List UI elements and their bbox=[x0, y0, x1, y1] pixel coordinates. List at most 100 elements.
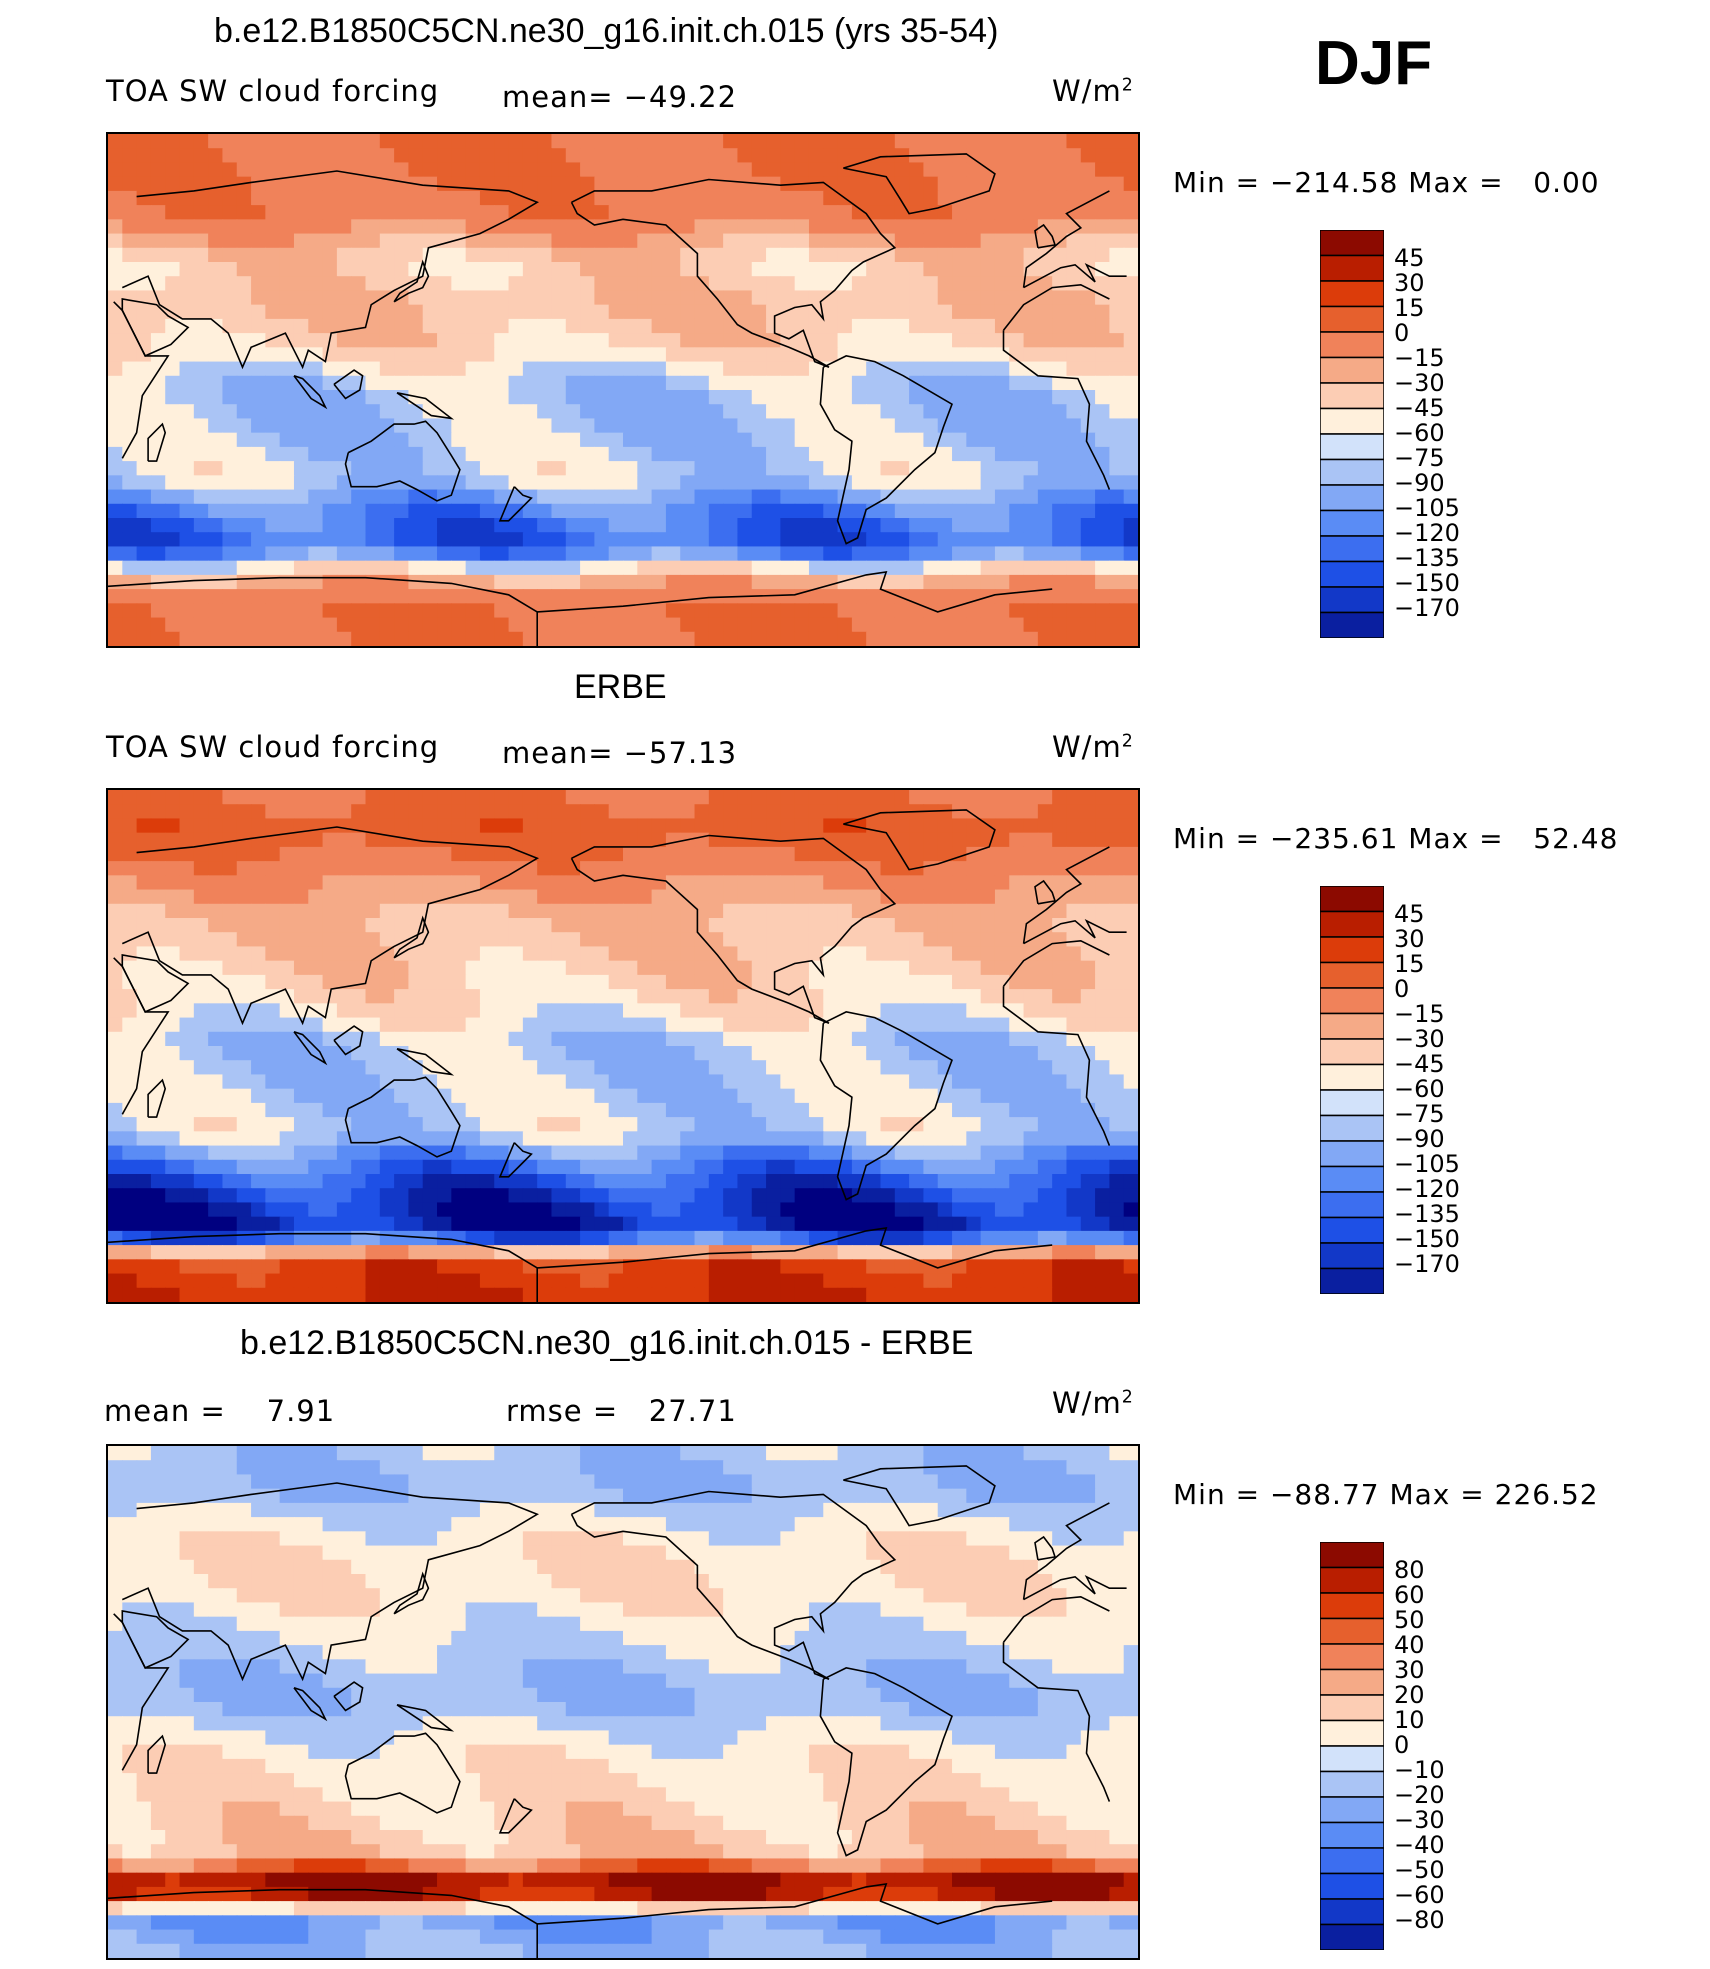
field-cell bbox=[580, 375, 595, 391]
field-cell bbox=[108, 974, 123, 990]
field-cell bbox=[923, 190, 939, 206]
field-cell bbox=[937, 818, 953, 834]
field-cell bbox=[1023, 574, 1039, 590]
field-cell bbox=[751, 162, 767, 178]
field-cell bbox=[808, 804, 824, 820]
field-cell bbox=[408, 219, 424, 235]
field-cell bbox=[780, 446, 796, 462]
field-cell bbox=[937, 1102, 953, 1118]
field-cell bbox=[1023, 162, 1039, 178]
field-cell bbox=[823, 347, 839, 363]
field-cell bbox=[694, 375, 710, 391]
field-cell bbox=[952, 318, 967, 334]
field-cell bbox=[737, 1174, 753, 1189]
field-cell bbox=[165, 832, 181, 848]
field-cell bbox=[451, 589, 467, 604]
field-cell bbox=[823, 1145, 839, 1161]
field-cell bbox=[1109, 176, 1125, 192]
field-cell bbox=[251, 361, 266, 377]
field-cell bbox=[594, 546, 610, 562]
field-cell bbox=[694, 631, 710, 646]
field-cell bbox=[508, 432, 524, 448]
field-cell bbox=[966, 390, 982, 405]
field-cell bbox=[537, 375, 553, 391]
field-cell bbox=[1052, 290, 1068, 306]
field-cell bbox=[293, 290, 309, 306]
field-cell bbox=[923, 1174, 939, 1189]
field-cell bbox=[494, 790, 510, 805]
field-cell bbox=[623, 276, 638, 292]
field-cell bbox=[1037, 1017, 1053, 1033]
field-cell bbox=[437, 432, 452, 448]
field-cell bbox=[651, 176, 667, 192]
field-cell bbox=[794, 1060, 810, 1076]
field-cell bbox=[751, 932, 767, 948]
field-cell bbox=[537, 946, 553, 962]
field-cell bbox=[351, 190, 367, 206]
field-cell bbox=[794, 190, 810, 206]
field-cell bbox=[980, 1003, 996, 1019]
coastline-antarctica bbox=[108, 576, 539, 646]
field-cell bbox=[108, 190, 123, 206]
field-cell bbox=[565, 861, 581, 876]
field-cell bbox=[923, 875, 939, 891]
field-cell bbox=[1052, 1216, 1068, 1232]
field-cell bbox=[394, 1117, 410, 1132]
field-cell bbox=[408, 1245, 424, 1260]
field-cell bbox=[952, 461, 967, 476]
field-cell bbox=[952, 1230, 967, 1246]
field-cell bbox=[680, 219, 696, 235]
field-cell bbox=[279, 889, 295, 905]
field-cell bbox=[794, 134, 810, 149]
field-cell bbox=[522, 1202, 538, 1218]
field-cell bbox=[1009, 832, 1025, 848]
field-cell bbox=[723, 918, 739, 933]
field-cell bbox=[780, 617, 796, 633]
field-cell bbox=[680, 290, 696, 306]
field-cell bbox=[694, 475, 710, 491]
field-cell bbox=[608, 318, 624, 334]
field-cell bbox=[952, 932, 967, 948]
field-cell bbox=[236, 290, 252, 306]
field-cell bbox=[637, 1102, 653, 1118]
field-cell bbox=[623, 404, 638, 420]
field-cell bbox=[322, 432, 338, 448]
field-cell bbox=[236, 361, 252, 377]
field-cell bbox=[193, 1188, 209, 1204]
field-cell bbox=[1080, 804, 1096, 820]
field-cell bbox=[379, 333, 395, 348]
field-cell bbox=[165, 932, 181, 948]
field-cell bbox=[880, 446, 896, 462]
field-cell bbox=[1037, 589, 1053, 604]
field-cell bbox=[522, 446, 538, 462]
field-cell bbox=[708, 375, 724, 391]
field-cell bbox=[1095, 1202, 1110, 1218]
field-cell bbox=[623, 974, 638, 990]
field-cell bbox=[451, 1245, 467, 1260]
field-cell bbox=[437, 532, 452, 548]
field-cell bbox=[565, 974, 581, 990]
field-cell bbox=[880, 503, 896, 519]
field-cell bbox=[365, 205, 381, 220]
field-cell bbox=[980, 861, 996, 876]
field-cell bbox=[952, 333, 967, 348]
field-cell bbox=[894, 190, 910, 206]
field-cell bbox=[1080, 190, 1096, 206]
field-cell bbox=[479, 1245, 495, 1260]
field-cell bbox=[994, 1060, 1010, 1076]
field-cell bbox=[565, 804, 581, 820]
field-cell bbox=[1052, 960, 1068, 976]
field-cell bbox=[594, 162, 610, 178]
field-cell bbox=[808, 446, 824, 462]
field-cell bbox=[766, 290, 781, 306]
field-cell bbox=[293, 1245, 309, 1260]
field-cell bbox=[608, 1174, 624, 1189]
field-cell bbox=[708, 974, 724, 990]
field-cell bbox=[136, 390, 152, 405]
field-cell bbox=[479, 1216, 495, 1232]
field-cell bbox=[379, 1145, 395, 1161]
field-cell bbox=[122, 1216, 138, 1232]
field-cell bbox=[994, 875, 1010, 891]
field-cell bbox=[479, 276, 495, 292]
field-cell bbox=[766, 589, 781, 604]
